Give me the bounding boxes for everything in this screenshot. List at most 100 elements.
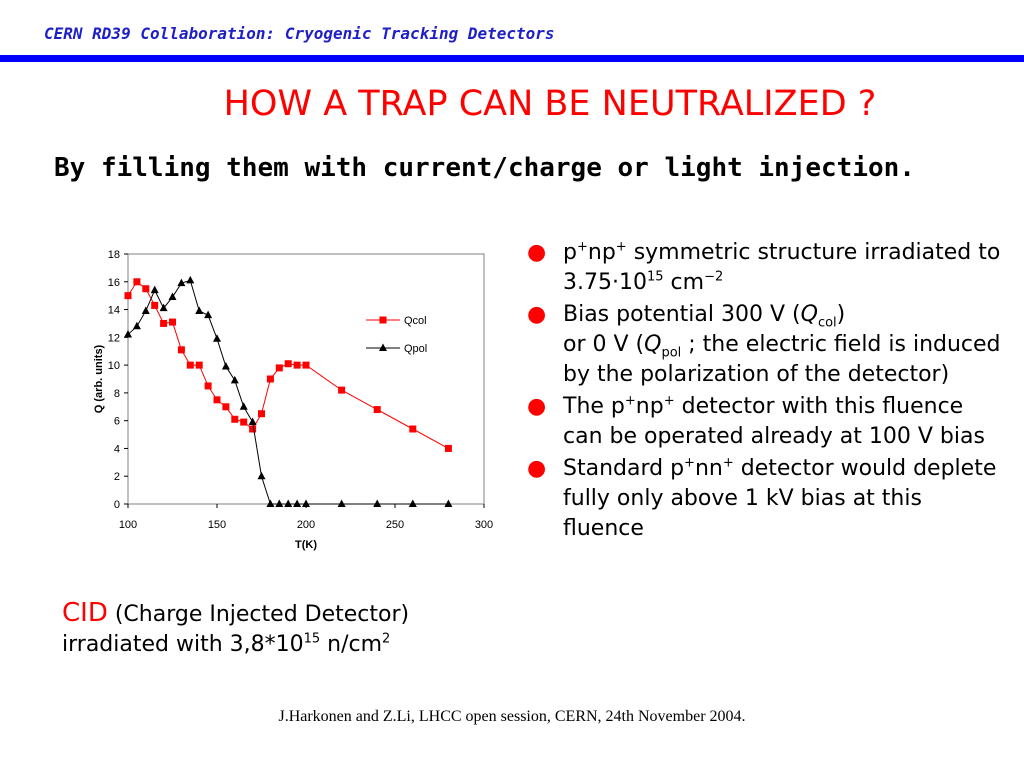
data-point-qpol [275,499,284,507]
bullet-text: p [563,240,577,265]
data-point-qpol [132,321,141,330]
cid-fluence-exponent: 15 [303,631,321,647]
y-tick-label: 14 [108,305,120,317]
y-tick-label: 18 [108,249,120,261]
bullet-dot-icon: ● [527,302,547,327]
data-point-qcol [195,361,203,369]
data-point-qpol [266,499,275,507]
y-tick-label: 8 [114,388,120,400]
data-point-qpol [124,330,132,338]
data-point-qpol [221,362,230,370]
bullet-superscript: + [684,455,695,471]
data-point-qpol [337,499,346,507]
plot-frame [127,253,485,505]
bullet-item: ● Standard p+nn+ detector would deplete … [525,454,1005,544]
data-point-qcol [266,375,274,383]
data-point-qcol [240,418,248,426]
bullet-text: Bias potential 300 V ( [563,302,801,327]
bullet-text: cm [663,270,705,295]
data-point-qcol [302,361,310,369]
data-point-qcol [284,360,292,368]
data-point-qcol [151,301,159,309]
data-point-qcol [213,396,221,404]
bullet-dot-icon: ● [527,456,547,481]
legend-label: Qcol [404,315,427,327]
bullet-text: ; the electric field is induced by the p… [563,332,1001,387]
bullet-subscript: pol [661,345,682,361]
data-point-qcol [373,406,381,414]
bullet-text: The p [563,394,625,419]
y-tick-label: 12 [108,332,120,344]
data-point-qcol [169,318,176,326]
data-point-qpol [204,310,213,319]
data-point-qpol [248,417,257,426]
y-tick-label: 10 [108,360,120,372]
bullet-superscript: + [624,393,636,409]
data-point-qpol [159,303,168,312]
bullet-superscript: 15 [646,269,664,285]
bullet-superscript: + [722,455,734,471]
bullet-text: Standard p [563,456,685,481]
data-point-qcol [177,346,185,354]
data-point-qcol [186,361,194,369]
header-divider [0,55,1024,62]
data-point-qcol [222,403,230,411]
data-point-qpol [141,306,150,314]
bullet-item: ● The p+np+ detector with this fluence c… [525,392,1005,452]
data-point-qpol [284,499,293,507]
bullet-dot-icon: ● [527,240,547,265]
cid-note-line2: irradiated with 3,8*1015 n/cm2 [62,630,532,660]
legend-label: Qpol [404,343,427,355]
bullet-text: detector would deplete fully only above … [563,456,997,541]
bullet-text: or 0 V ( [563,332,645,357]
bullet-symbol: Q [644,332,662,357]
bullet-dot-icon: ● [527,394,547,419]
data-point-qcol [444,444,452,452]
bullet-text: np [587,240,616,265]
bullet-symbol: Q [800,302,818,327]
bullet-text: ) [836,302,846,327]
footer-citation: J.Harkonen and Z.Li, LHCC open session, … [278,708,746,725]
x-tick-label: 100 [119,519,137,531]
y-tick-label: 6 [114,416,120,428]
data-point-qpol [408,499,417,507]
data-point-qcol [231,415,239,423]
data-point-qcol [258,410,265,418]
cid-fluence-unit-exponent: 2 [382,631,391,647]
bullet-text: detector with this fluence can be operat… [563,394,985,449]
chart-container: 0 2 4 6 8 10 12 14 16 18 100 150 200 250 300 T(K) Q (arb… [70,236,530,556]
legend-marker [379,343,387,351]
slide-title: HOW A TRAP CAN BE NEUTRALIZED ? [223,84,877,124]
bullet-superscript: + [663,393,675,409]
x-axis-label: T(K) [295,539,317,551]
data-point-qpol [239,402,248,410]
slide-subtitle: By filling them with current/charge or l… [54,153,915,183]
data-point-qpol [373,499,382,507]
bullet-superscript: + [615,239,627,255]
data-point-qcol [142,285,150,293]
bullet-item: ● p+np+ symmetric structure irradiated t… [525,238,1005,298]
cid-label: CID [62,598,108,628]
data-point-qcol [124,292,132,300]
data-point-qcol [409,425,417,433]
x-tick-label: 150 [208,519,226,531]
data-point-qpol [293,499,302,507]
data-point-qpol [186,275,195,284]
data-point-qcol [338,386,346,394]
y-tick-label: 4 [114,443,120,455]
legend-marker [379,316,387,324]
x-tick-label: 300 [475,519,493,531]
cid-fluence-text: irradiated with 3,8*10 [62,632,304,657]
data-point-qcol [293,361,301,369]
data-point-qpol [257,471,266,480]
data-point-qpol [213,334,221,342]
data-point-qcol [133,278,141,286]
y-tick-label: 0 [114,499,120,511]
cid-fluence-unit: n/cm [320,632,383,657]
x-tick-label: 250 [386,519,404,531]
data-point-qcol [275,364,283,372]
data-point-qpol [195,306,204,314]
data-point-qpol [230,375,239,384]
data-point-qcol [249,425,257,433]
data-point-qpol [168,292,177,301]
